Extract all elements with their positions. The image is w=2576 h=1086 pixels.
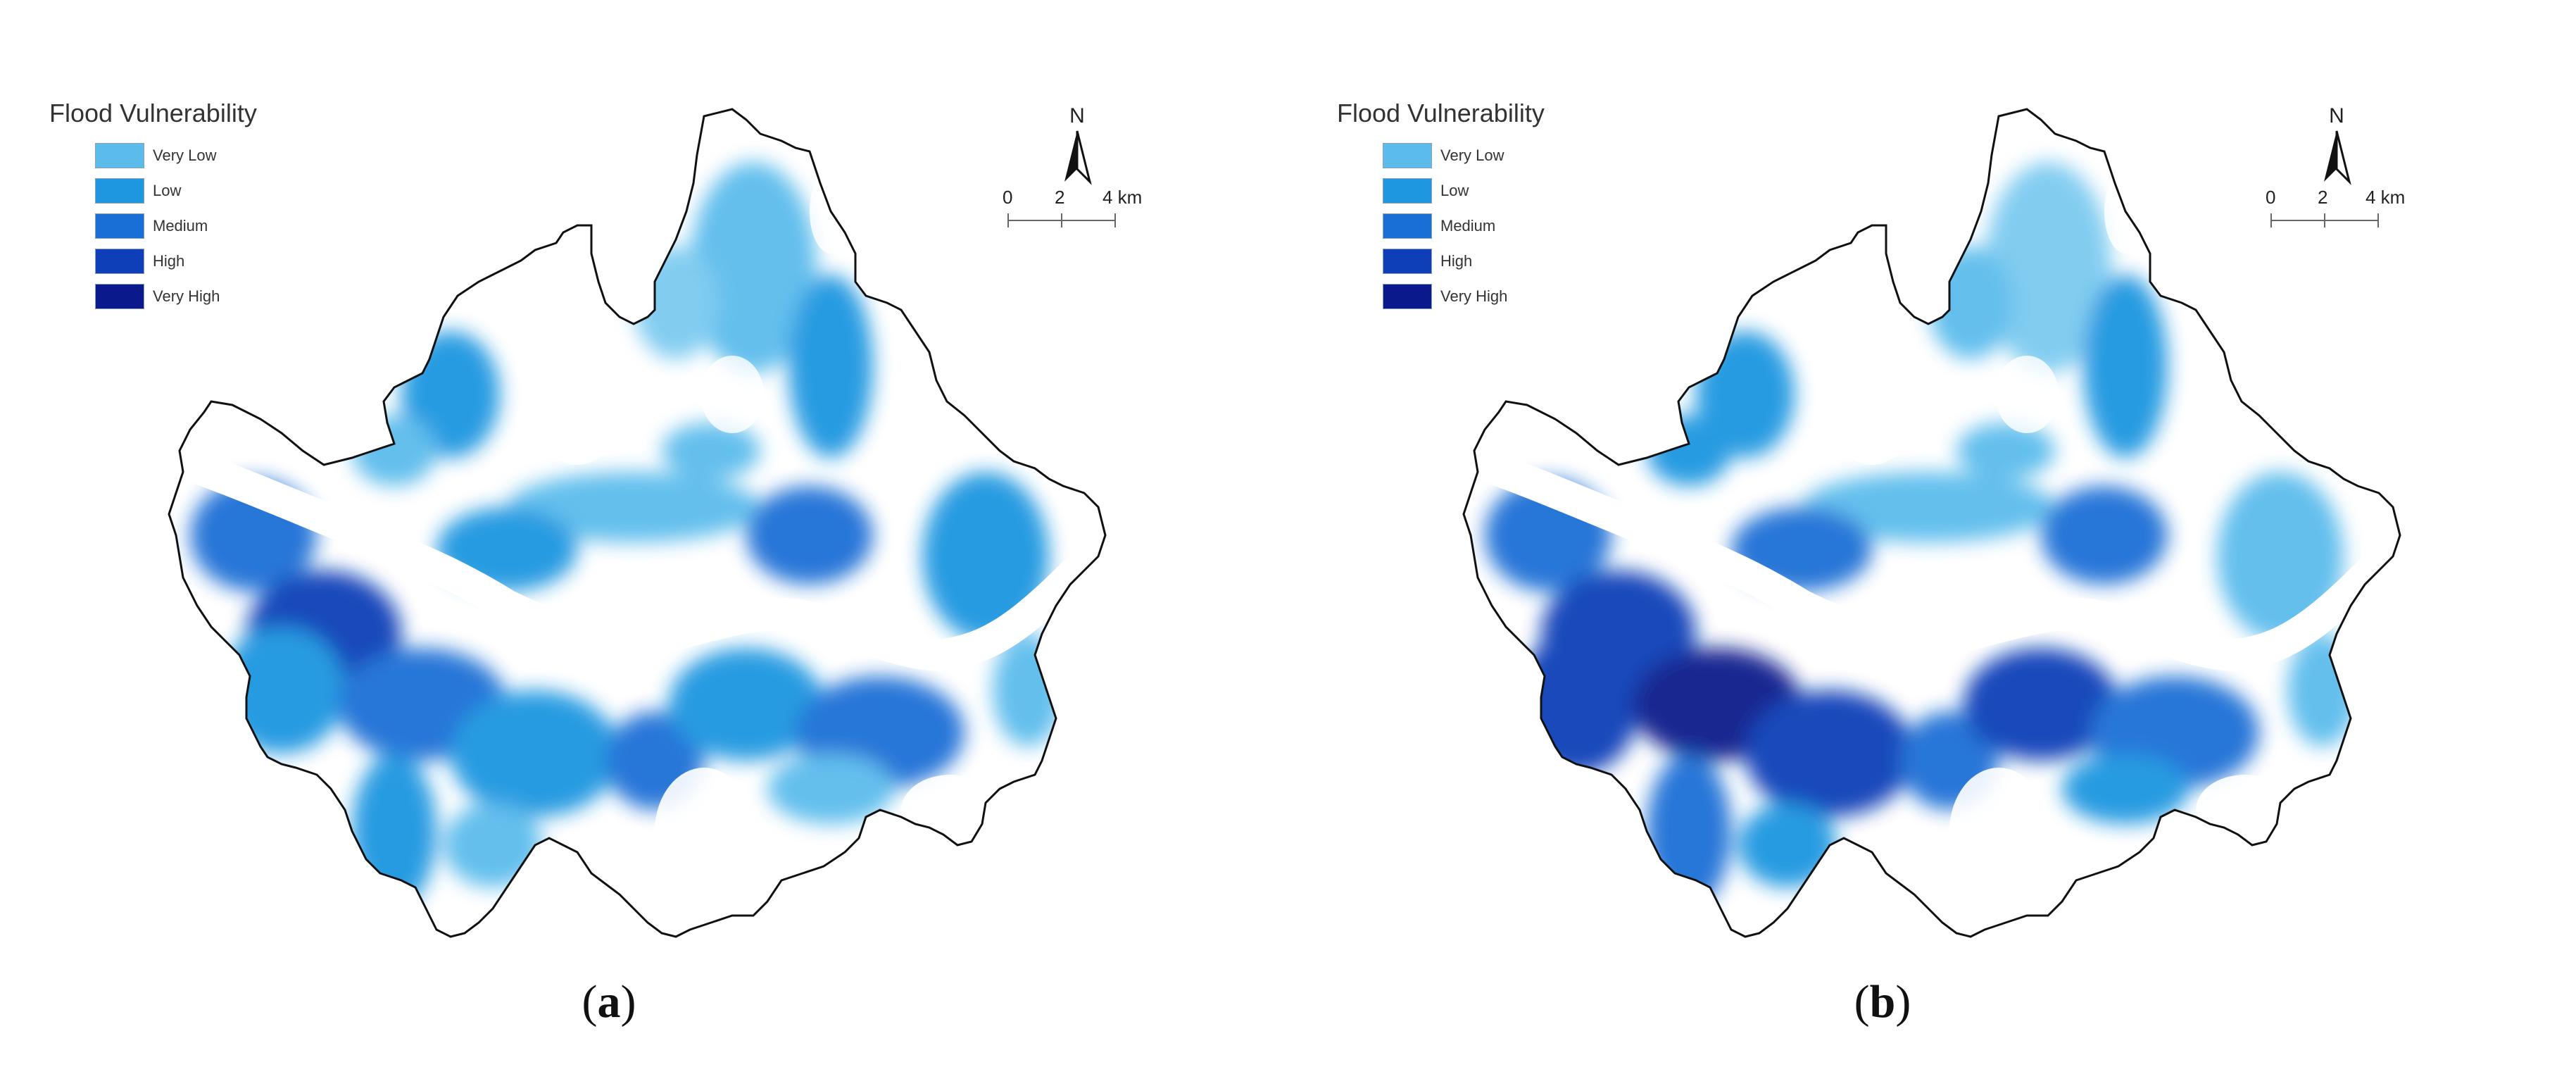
legend-label: High [153,252,185,270]
legend-label: Low [1440,182,1469,199]
north-arrow-label: N [1069,104,1085,127]
legend-swatch [1383,284,1432,309]
north-arrow: N [2316,104,2358,189]
legend-label: Very Low [1440,146,1504,164]
north-arrow-icon [1064,130,1092,185]
map-panel-b: Flood Vulnerability Very Low Low Medium … [1288,0,2575,1086]
legend-label: Very High [1440,287,1508,305]
legend-label: Medium [153,217,208,235]
legend-item-very-low: Very Low [95,138,257,173]
north-arrow: N [1056,104,1098,189]
scale-bar-line [2270,213,2379,227]
legend-label: Medium [1440,217,1496,235]
panel-label-a: (a) [582,976,636,1028]
legend-swatch [1383,249,1432,274]
legend-label: High [1440,252,1473,270]
legend-title: Flood Vulnerability [49,99,257,127]
north-arrow-label: N [2329,104,2344,127]
legend-swatch [95,178,144,204]
legend-item-high: High [95,244,257,279]
legend-item-high: High [1383,244,1545,279]
panel-label-b: (b) [1854,976,1911,1028]
scale-label-0: 0 [2266,187,2276,208]
legend-item-low: Low [95,173,257,208]
panel-letter-a: a [597,976,621,1028]
scale-label-2: 2 [1055,187,1065,208]
legend: Flood Vulnerability Very Low Low Medium … [1337,99,1545,314]
legend: Flood Vulnerability Very Low Low Medium … [49,99,257,314]
legend-swatch [1383,143,1432,168]
legend-swatch [1383,178,1432,204]
scale-label-4: 4 km [1102,187,1143,208]
legend-swatch [95,284,144,309]
legend-swatch [95,143,144,168]
scale-bar: 0 2 4 km [1003,187,1204,236]
legend-swatch [95,249,144,274]
scale-label-2: 2 [2318,187,2328,208]
panel-letter-b: b [1869,976,1896,1028]
legend-item-very-low: Very Low [1383,138,1545,173]
north-arrow-icon [2324,130,2351,185]
legend-item-low: Low [1383,173,1545,208]
legend-label: Low [153,182,182,199]
scale-label-0: 0 [1003,187,1013,208]
legend-title: Flood Vulnerability [1337,99,1545,127]
scale-bar-line [1007,213,1116,227]
scale-bar: 0 2 4 km [2266,187,2467,236]
legend-swatch [1383,213,1432,239]
seoul-map [1462,108,2401,938]
legend-label: Very High [153,287,220,305]
legend-item-medium: Medium [1383,208,1545,244]
legend-item-very-high: Very High [1383,279,1545,314]
legend-item-medium: Medium [95,208,257,244]
legend-label: Very Low [153,146,217,164]
map-panel-a: Flood Vulnerability Very Low Low Medium … [49,99,1204,1028]
scale-label-4: 4 km [2365,187,2406,208]
seoul-map [168,108,1107,938]
legend-swatch [95,213,144,239]
legend-item-very-high: Very High [95,279,257,314]
